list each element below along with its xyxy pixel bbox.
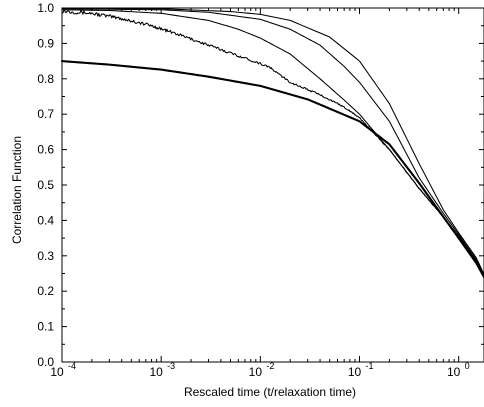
- axis-ticks: 0.00.10.20.30.40.50.60.70.80.91.010 -4 10-…: [37, 1, 484, 379]
- series-layer: [60, 7, 484, 279]
- series-line-3: [61, 8, 484, 276]
- y-tick-label-7: 0.7: [37, 107, 54, 121]
- y-tick-label-3: 0.3: [37, 249, 54, 263]
- x-tick-base-0: 10: [50, 365, 64, 379]
- y-tick-label-4: 0.4: [37, 213, 54, 227]
- x-axis-label: Rescaled time (t/relaxation time): [184, 385, 356, 399]
- x-tick-exp-4: 0: [465, 361, 470, 371]
- y-axis-label: Correlation Function: [10, 136, 24, 244]
- y-tick-label-5: 0.5: [37, 178, 54, 192]
- y-tick-label-10: 1.0: [37, 1, 54, 15]
- x-tick-exp-1: -3: [167, 361, 175, 371]
- x-tick-base-2: 10: [249, 365, 263, 379]
- y-tick-label-9: 0.9: [37, 36, 54, 50]
- series-line-2: [61, 9, 484, 278]
- y-tick-label-1: 0.1: [37, 320, 54, 334]
- y-tick-label-0: 0.0: [37, 355, 54, 369]
- x-tick-exp-0: -4: [68, 361, 76, 371]
- x-tick-base-1: 10: [149, 365, 163, 379]
- y-tick-label-8: 0.8: [37, 72, 54, 86]
- x-tick-exp-2: -2: [266, 361, 274, 371]
- x-tick-exp-3: -1: [366, 361, 374, 371]
- x-tick-base-4: 10: [447, 365, 461, 379]
- series-line-4: [61, 7, 484, 275]
- series-line-0: [60, 60, 484, 279]
- y-tick-label-2: 0.2: [37, 284, 54, 298]
- y-tick-label-6: 0.6: [37, 143, 54, 157]
- x-tick-base-3: 10: [348, 365, 362, 379]
